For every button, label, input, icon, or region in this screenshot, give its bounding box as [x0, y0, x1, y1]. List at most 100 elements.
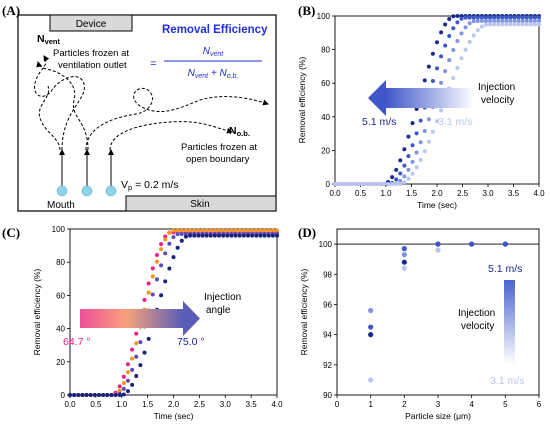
data-point-series-4 [130, 382, 135, 387]
data-point-series-2 [414, 131, 419, 136]
data-point-series-4 [377, 182, 382, 186]
data-point-series-4 [72, 393, 77, 397]
data-point-series-2 [254, 228, 259, 233]
x-tick-label: 4.0 [271, 400, 283, 409]
data-point-series-4 [192, 233, 197, 238]
data-point-series-4 [492, 22, 497, 27]
data-point-series-4 [233, 233, 238, 238]
data-point-series-3 [508, 19, 513, 24]
data-point-series-4 [414, 165, 419, 170]
data-point-series-4 [212, 233, 217, 238]
data-point-series-2 [475, 15, 480, 20]
data-point-series-1 [410, 121, 415, 126]
data-point-series-2 [443, 43, 448, 48]
data-point-series-3 [471, 19, 476, 24]
data-point-series-3 [130, 367, 135, 372]
data-point-series-3 [475, 19, 480, 24]
data-point-series-2 [171, 228, 176, 233]
data-point-series-2 [455, 20, 460, 25]
data-point-series-3 [467, 21, 472, 26]
data-point-series-4 [76, 393, 81, 397]
data-point-series-4 [179, 238, 184, 243]
data-point-series-4 [398, 181, 403, 186]
data-point-series-2 [516, 15, 521, 20]
data-point-series-2 [208, 228, 213, 233]
data-point-series-4 [381, 182, 386, 186]
data-point-series-3 [532, 19, 537, 24]
y-tick-label: 60 [321, 79, 330, 88]
data-point-series-4 [532, 22, 537, 27]
data-point-series-1 [447, 16, 452, 21]
data-point-series-4 [537, 22, 541, 27]
data-point-series-2 [398, 171, 403, 176]
b-injection-text-2: velocity [481, 95, 514, 106]
data-point-series-4 [504, 22, 509, 27]
data-point-series-2 [266, 228, 271, 233]
b-high-velocity-label: 5.1 m/s [362, 116, 396, 128]
data-point-series-4 [196, 233, 201, 238]
data-point-series-4 [80, 393, 85, 397]
data-point-series-3 [504, 19, 509, 24]
data-point-series-1 [134, 331, 139, 336]
data-point-series-2 [439, 54, 444, 59]
mouth-label: Mouth [47, 200, 75, 211]
data-point-series-4 [237, 233, 242, 238]
data-point [469, 241, 475, 247]
d-injection-text-2: velocity [461, 321, 494, 332]
data-point-series-3 [439, 80, 444, 85]
data-point-series-4 [386, 182, 391, 186]
data-point [401, 252, 407, 258]
data-point-series-1 [459, 14, 464, 18]
particle-trajectories [34, 55, 269, 151]
c-angle-arrow-body [80, 309, 183, 328]
data-point-series-3 [447, 58, 452, 63]
data-point-series-4 [422, 149, 427, 154]
data-point-series-3 [171, 235, 176, 240]
data-point-series-2 [532, 15, 537, 20]
data-point-series-4 [471, 33, 476, 38]
data-point-series-1 [142, 297, 147, 302]
data-point-series-1 [159, 242, 164, 247]
data-point-series-2 [524, 15, 529, 20]
data-point-series-4 [246, 233, 251, 238]
data-point-series-4 [101, 393, 106, 397]
data-point-series-4 [88, 393, 93, 397]
data-point-series-2 [435, 66, 439, 71]
x-axis-label: Particle size (μm) [405, 411, 471, 421]
plot-d: 0 1 2 3 4 5 6 90 92 94 96 98 100 Particle size (μm) Re… [299, 228, 542, 421]
data-point-series-4 [109, 393, 114, 397]
injection-arrows [59, 149, 114, 186]
data-point-series-1 [394, 167, 399, 172]
data-point-series-4 [520, 22, 525, 27]
data-point-series-4 [134, 374, 139, 379]
formula-denominator: Nvent + No.b. [188, 68, 239, 80]
data-point-series-4 [241, 233, 246, 238]
data-point-series-2 [179, 228, 184, 233]
data-point-series-4 [175, 245, 180, 250]
data-point [368, 307, 374, 314]
x-tick-label: 1.0 [116, 400, 128, 409]
data-point [368, 332, 374, 338]
data-point-series-4 [459, 56, 464, 61]
data-point-series-3 [520, 19, 525, 24]
d-low-velocity-label: 3.1 m/s [490, 375, 524, 387]
data-point [435, 247, 441, 253]
vp-label: Vp = 0.2 m/s [121, 179, 179, 192]
data-point-series-4 [68, 393, 72, 397]
x-tick-label: 3.5 [246, 400, 258, 409]
data-point-series-4 [455, 65, 460, 70]
data-point [502, 241, 508, 247]
x-tick-label: 4 [469, 400, 474, 409]
data-point-series-4 [117, 393, 122, 397]
data-point-series-4 [483, 22, 488, 27]
y-tick-label: 40 [321, 113, 330, 122]
y-tick-label: 100 [317, 12, 331, 21]
y-tick-label: 100 [52, 225, 66, 234]
data-point-series-3 [402, 174, 407, 179]
data-point-series-2 [212, 228, 217, 233]
ob-text-1: Particles frozen at [181, 142, 257, 153]
data-point-series-2 [117, 388, 122, 393]
data-point-series-4 [479, 24, 484, 29]
x-tick-label: 2 [402, 400, 407, 409]
